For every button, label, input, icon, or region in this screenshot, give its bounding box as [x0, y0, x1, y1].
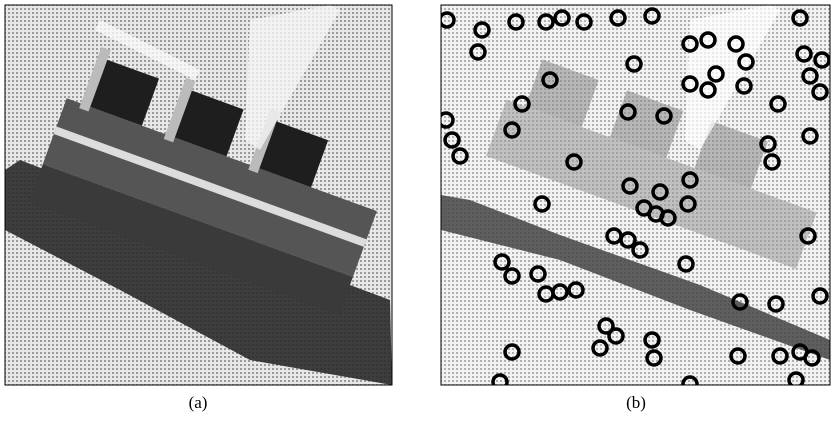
region-ring	[567, 281, 585, 299]
region-ring	[513, 95, 531, 113]
region-ring	[491, 373, 509, 385]
region-ring	[681, 171, 699, 189]
region-ring	[621, 177, 639, 195]
region-ring	[759, 135, 777, 153]
region-ring	[801, 127, 819, 145]
region-ring	[503, 121, 521, 139]
region-ring	[619, 103, 637, 121]
panel-border	[4, 4, 393, 386]
region-ring	[441, 11, 456, 29]
region-ring	[679, 195, 697, 213]
region-ring	[681, 75, 699, 93]
region-ring	[619, 231, 637, 249]
region-ring	[769, 95, 787, 113]
region-ring	[565, 153, 583, 171]
region-ring	[625, 55, 643, 73]
region-ring	[643, 331, 661, 349]
region-ring	[645, 349, 663, 367]
region-ring	[735, 77, 753, 95]
region-ring	[655, 107, 673, 125]
region-ring	[811, 83, 829, 101]
region-ring	[737, 53, 755, 71]
region-ring	[763, 153, 781, 171]
region-ring	[533, 195, 551, 213]
region-ring	[795, 45, 813, 63]
region-ring	[729, 347, 747, 365]
region-ring	[771, 347, 789, 365]
region-ring	[553, 9, 571, 27]
region-ring	[803, 349, 821, 367]
region-ring	[551, 283, 569, 301]
region-ring	[537, 13, 555, 31]
region-ring	[659, 209, 677, 227]
region-ring	[699, 31, 717, 49]
region-ring	[443, 131, 461, 149]
region-ring	[507, 13, 525, 31]
region-ring	[699, 81, 717, 99]
region-ring	[631, 241, 649, 259]
region-ring	[791, 9, 809, 27]
region-ring	[607, 327, 625, 345]
region-ring	[451, 147, 469, 165]
region-ring	[811, 287, 829, 305]
region-ring	[503, 343, 521, 361]
caption-b: (b)	[626, 393, 646, 412]
region-ring	[503, 267, 521, 285]
region-ring	[651, 183, 669, 201]
detected-regions	[441, 7, 830, 385]
region-ring	[541, 71, 559, 89]
region-ring	[473, 21, 491, 39]
panel-border	[440, 4, 831, 386]
region-ring	[801, 67, 819, 85]
region-ring	[767, 295, 785, 313]
region-ring	[609, 9, 627, 27]
region-ring	[799, 227, 817, 245]
region-ring	[469, 43, 487, 61]
region-ring	[677, 255, 695, 273]
region-ring	[529, 265, 547, 283]
region-ring	[681, 375, 699, 385]
region-ring	[493, 253, 511, 271]
region-ring	[707, 65, 725, 83]
caption-a: (a)	[189, 393, 208, 412]
aerial-image-b	[441, 5, 830, 385]
region-ring	[575, 13, 593, 31]
region-ring	[643, 7, 661, 25]
region-ring	[787, 371, 805, 385]
region-ring	[591, 339, 609, 357]
region-ring	[813, 51, 830, 69]
region-ring	[681, 35, 699, 53]
region-ring	[731, 293, 749, 311]
region-ring	[441, 111, 455, 129]
region-ring	[597, 317, 615, 335]
region-ring	[727, 35, 745, 53]
aerial-image-a	[5, 5, 392, 385]
